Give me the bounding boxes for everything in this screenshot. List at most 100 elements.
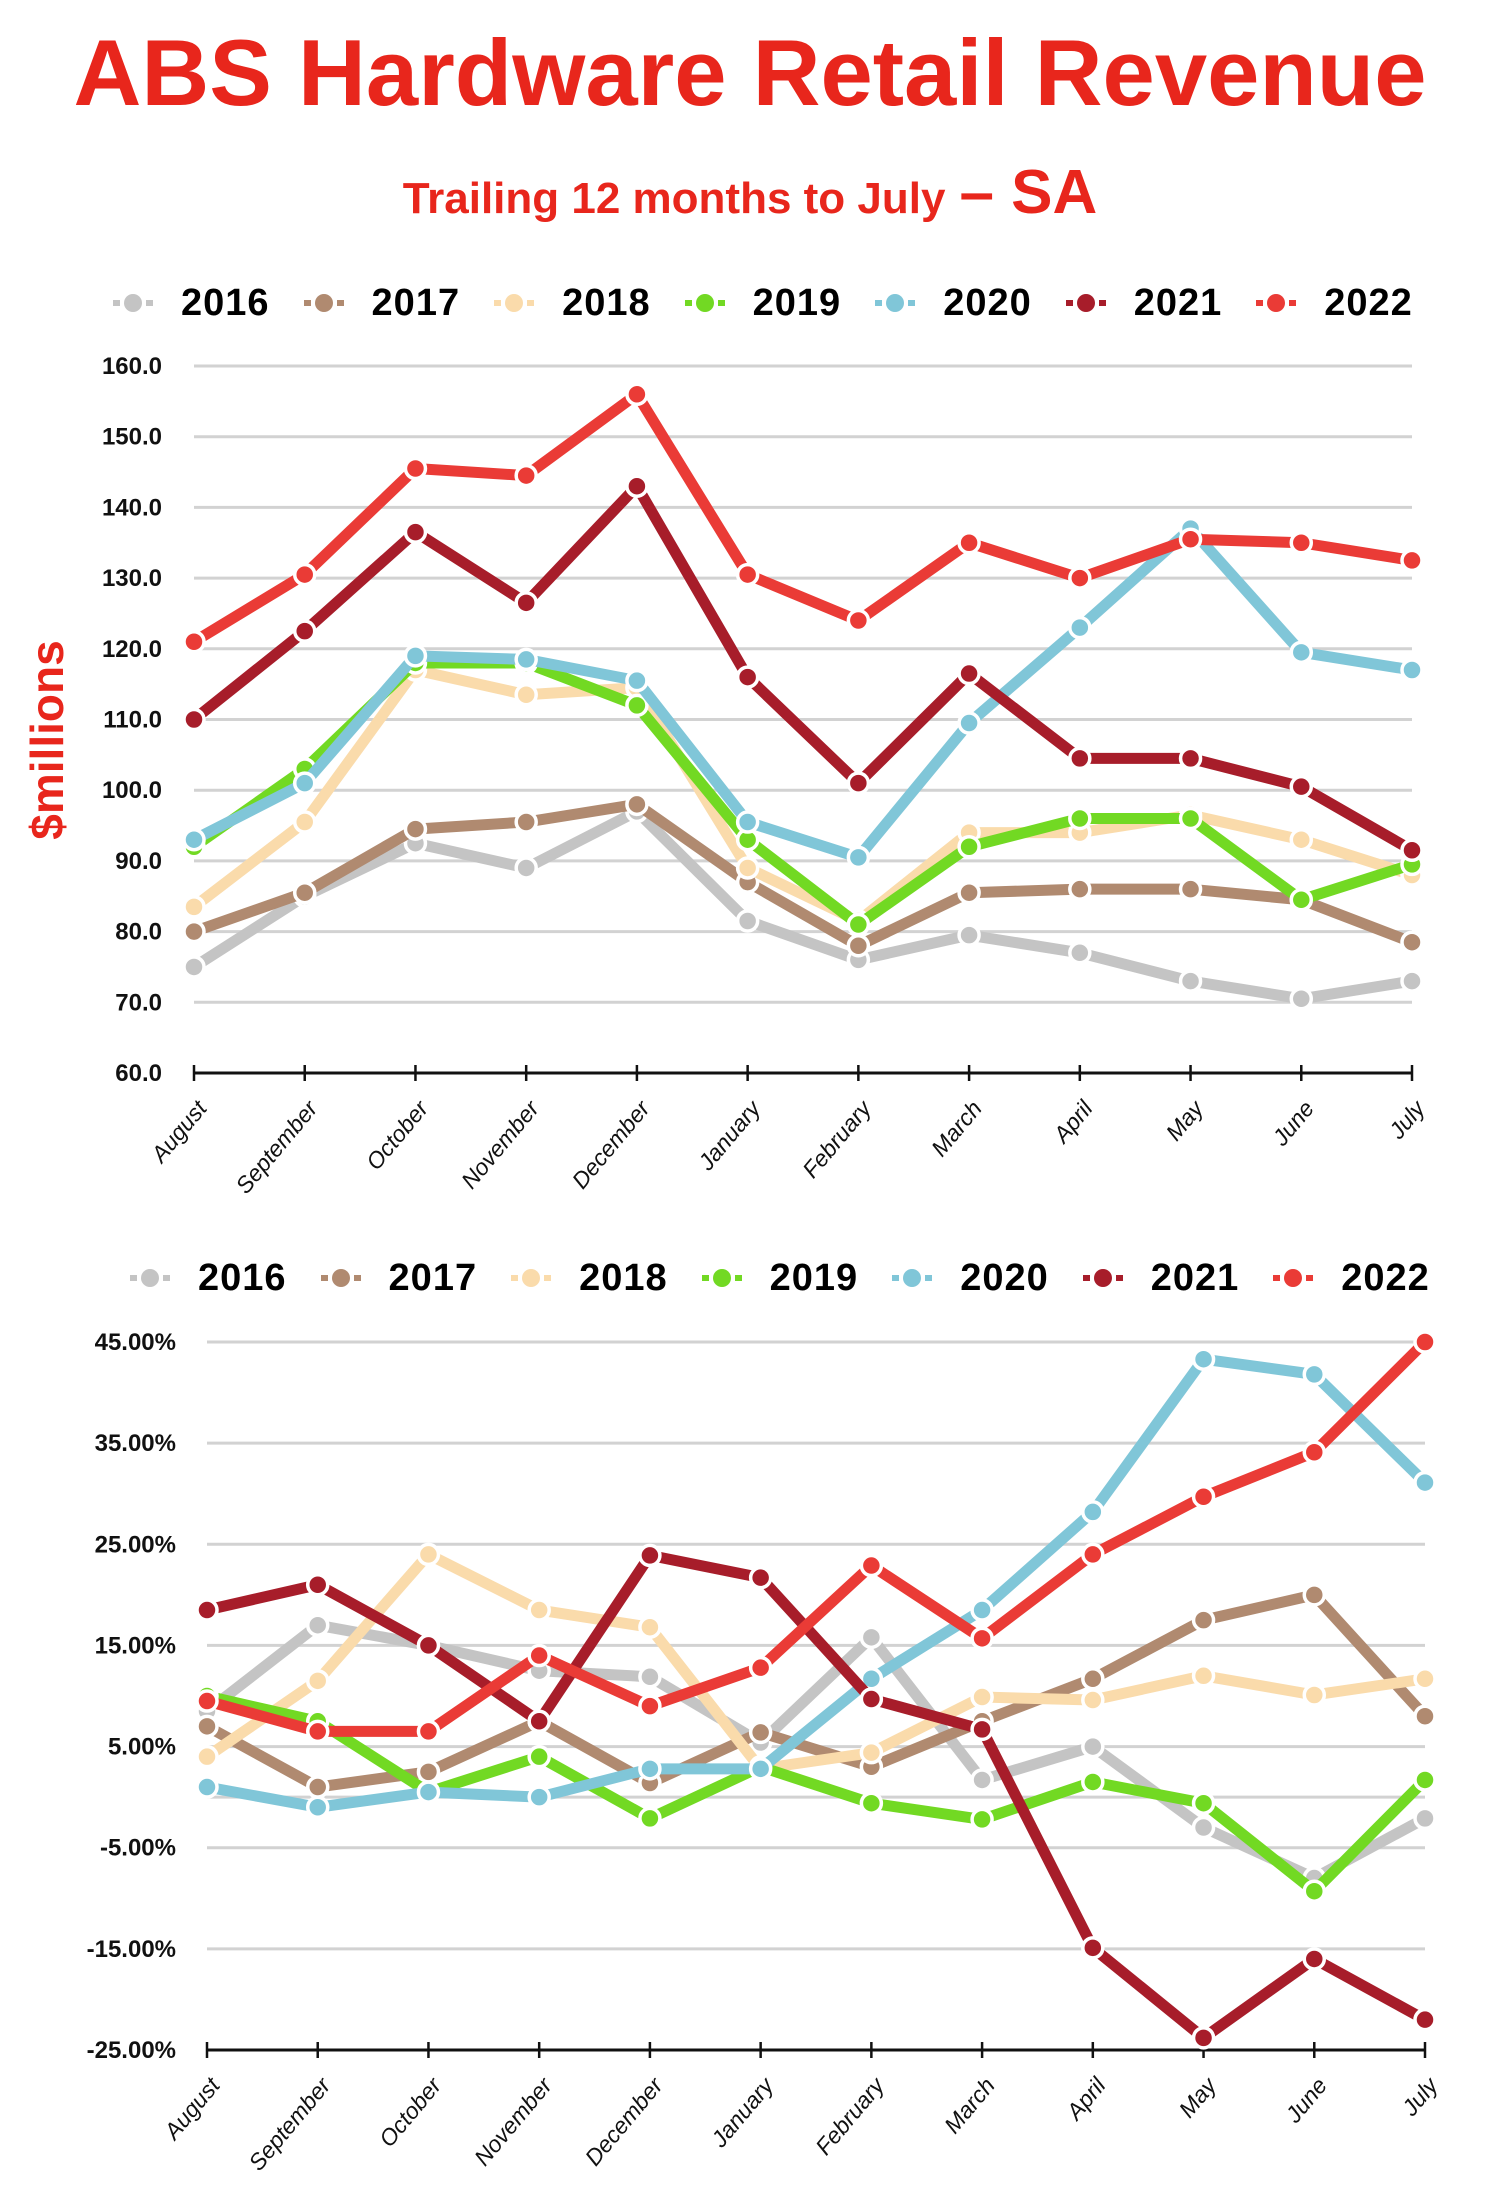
y-tick-label: 130.0 bbox=[102, 565, 162, 592]
y-tick-label: 150.0 bbox=[102, 424, 162, 451]
legend-item-2016: 2016 bbox=[113, 282, 270, 325]
y-tick-label: 90.0 bbox=[115, 848, 162, 875]
data-point-2018 bbox=[1413, 1667, 1437, 1691]
legend-marker-icon bbox=[1082, 1268, 1123, 1288]
data-point-2022 bbox=[403, 456, 428, 481]
data-point-2021 bbox=[1302, 1947, 1327, 1971]
legend-item-2022: 2022 bbox=[1256, 282, 1413, 325]
legend-label: 2018 bbox=[579, 1256, 668, 1299]
data-point-2022 bbox=[846, 608, 871, 633]
data-point-2020 bbox=[403, 644, 428, 668]
legend-marker-icon bbox=[1273, 1268, 1314, 1288]
data-point-2022 bbox=[1178, 527, 1203, 551]
data-point-2016 bbox=[1068, 941, 1092, 965]
series-2020 bbox=[182, 516, 1424, 870]
y-tick-label: 110.0 bbox=[103, 707, 162, 734]
data-point-2017 bbox=[1081, 1667, 1105, 1691]
data-point-2022 bbox=[416, 1719, 441, 1744]
data-point-2022 bbox=[1081, 1542, 1105, 1567]
data-point-2021 bbox=[182, 707, 206, 732]
legend-marker-icon bbox=[875, 293, 916, 313]
y-tick-label: 35.00% bbox=[95, 1430, 176, 1457]
y-tick-label: 45.00% bbox=[95, 1329, 176, 1356]
legend-item-2019: 2019 bbox=[684, 281, 842, 325]
data-point-2017 bbox=[416, 1760, 441, 1784]
data-point-2020 bbox=[1289, 640, 1314, 665]
legend-label: 2021 bbox=[1133, 281, 1223, 324]
y-tick-label: -15.00% bbox=[87, 1936, 176, 1963]
data-point-2016 bbox=[514, 856, 538, 880]
data-point-2021 bbox=[292, 619, 317, 643]
data-point-2021 bbox=[846, 771, 871, 795]
data-point-2018 bbox=[859, 1740, 884, 1765]
data-point-2020 bbox=[195, 1775, 219, 1799]
region-label: – SA bbox=[959, 158, 1098, 227]
data-point-2022 bbox=[527, 1643, 551, 1668]
data-point-2020 bbox=[1068, 615, 1092, 640]
data-point-2017 bbox=[1191, 1608, 1216, 1632]
legend-marker-icon bbox=[684, 293, 725, 313]
data-point-2016 bbox=[638, 1665, 662, 1689]
series-2017 bbox=[182, 792, 1424, 958]
data-point-2018 bbox=[1289, 827, 1314, 852]
data-point-2016 bbox=[1191, 1815, 1216, 1840]
legend-marker-icon bbox=[511, 1268, 552, 1288]
legend-label: 2022 bbox=[1324, 281, 1413, 324]
legend-label: 2019 bbox=[752, 281, 842, 324]
x-tick-label: August bbox=[158, 2071, 226, 2145]
series-line-2021 bbox=[190, 480, 1415, 856]
legend-label: 2019 bbox=[769, 1256, 859, 1299]
data-point-2016 bbox=[1081, 1734, 1105, 1759]
data-point-2022 bbox=[735, 562, 760, 587]
data-point-2021 bbox=[1178, 746, 1203, 771]
legend-item-2020: 2020 bbox=[892, 1257, 1049, 1300]
data-point-2016 bbox=[735, 909, 760, 933]
legend-label: 2020 bbox=[943, 281, 1032, 324]
x-tick-label: March bbox=[939, 2073, 1000, 2139]
data-point-2022 bbox=[638, 1694, 662, 1718]
legend-label: 2016 bbox=[181, 281, 270, 324]
data-point-2021 bbox=[638, 1543, 662, 1568]
series-2022 bbox=[195, 1330, 1437, 1744]
legend-item-2021: 2021 bbox=[1082, 1257, 1240, 1300]
series-line-2018 bbox=[190, 664, 1414, 927]
data-point-2021 bbox=[1413, 2007, 1437, 2032]
data-point-2022 bbox=[292, 562, 317, 587]
data-point-2016 bbox=[970, 1768, 994, 1792]
data-point-2020 bbox=[1413, 1470, 1437, 1495]
data-point-2017 bbox=[514, 810, 538, 834]
data-point-2017 bbox=[292, 880, 317, 905]
data-point-2017 bbox=[403, 817, 428, 841]
data-point-2017 bbox=[182, 919, 206, 944]
legend-item-2018: 2018 bbox=[511, 1257, 668, 1300]
legend-marker-icon bbox=[1256, 293, 1297, 313]
data-point-2021 bbox=[514, 591, 538, 615]
data-point-2020 bbox=[970, 1598, 994, 1622]
data-point-2020 bbox=[416, 1780, 441, 1804]
data-point-2021 bbox=[859, 1687, 884, 1711]
legend-item-2016: 2016 bbox=[130, 1257, 287, 1300]
data-point-2016 bbox=[1413, 1806, 1437, 1831]
data-point-2020 bbox=[735, 810, 760, 834]
data-point-2021 bbox=[416, 1633, 441, 1658]
data-point-2016 bbox=[859, 1625, 884, 1650]
x-tick-label: September bbox=[243, 2071, 336, 2175]
subtitle-text: Trailing 12 months to July bbox=[402, 174, 946, 223]
legend-label: 2020 bbox=[960, 1256, 1049, 1299]
y-tick-label: 15.00% bbox=[95, 1632, 176, 1659]
data-point-2019 bbox=[527, 1744, 551, 1769]
x-tick-label: June bbox=[1279, 2073, 1332, 2129]
data-point-2017 bbox=[1178, 877, 1203, 901]
series-line-2018 bbox=[203, 1548, 1426, 1775]
data-point-2022 bbox=[305, 1719, 330, 1744]
data-point-2021 bbox=[527, 1709, 551, 1734]
legend-marker-icon bbox=[892, 1268, 933, 1288]
data-point-2022 bbox=[1191, 1484, 1216, 1509]
y-tick-label: -5.00% bbox=[100, 1835, 176, 1862]
data-point-2022 bbox=[748, 1655, 773, 1680]
legend-marker-icon bbox=[303, 293, 344, 313]
y-tick-label: 120.0 bbox=[102, 636, 162, 663]
data-point-2019 bbox=[1413, 1768, 1437, 1792]
data-point-2022 bbox=[1289, 531, 1314, 555]
data-point-2018 bbox=[195, 1744, 219, 1769]
